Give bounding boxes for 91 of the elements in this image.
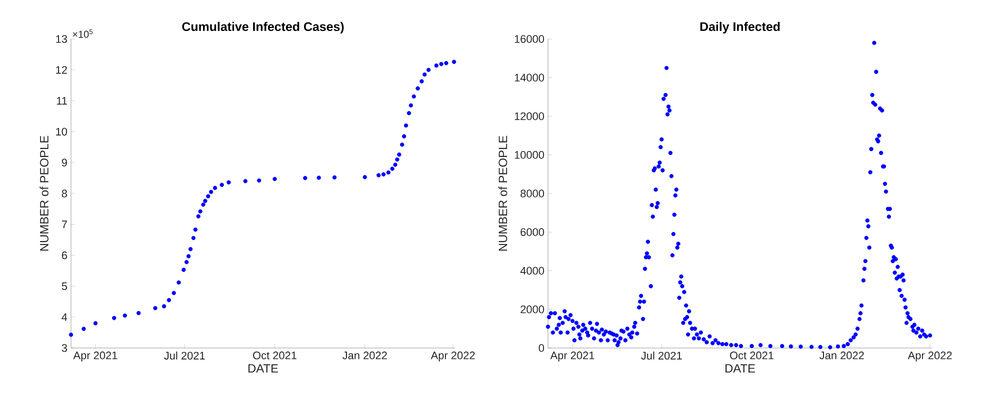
point <box>422 72 427 77</box>
point <box>406 111 412 116</box>
point <box>166 298 172 302</box>
point <box>201 202 206 207</box>
text: ×10$^{5}$ <box>72 29 93 38</box>
point <box>362 175 367 180</box>
point <box>203 198 208 204</box>
x-tick-label: Jan 2022 <box>820 352 864 360</box>
y-tick-label: 8000 <box>520 190 544 198</box>
point <box>256 178 262 183</box>
point <box>176 280 181 285</box>
point <box>381 172 386 176</box>
y-tick-label: 14000 <box>514 74 544 82</box>
y-tick-label: 2000 <box>520 306 544 314</box>
y-tick-label: 6 <box>62 251 67 260</box>
chart-title: Daily Infected <box>700 22 780 34</box>
point <box>153 306 158 310</box>
point <box>82 326 86 331</box>
x-tick-label: Apr 2021 <box>73 352 118 362</box>
y-tick-label: 9 <box>62 158 67 166</box>
point <box>112 316 116 320</box>
point <box>404 123 408 128</box>
y-tick-label: 5 <box>62 282 68 290</box>
point <box>416 86 420 91</box>
y-tick-label: 13 <box>56 35 67 43</box>
point <box>122 313 127 318</box>
y-tick-label: 7 <box>62 220 67 228</box>
x-tick-label: Jan 2022 <box>342 352 387 360</box>
x-axis-title: DATE <box>248 364 278 373</box>
point <box>212 186 218 190</box>
y-tick-label: 12 <box>56 66 67 74</box>
point <box>184 260 189 264</box>
point <box>182 268 186 272</box>
point <box>243 179 248 184</box>
x-tick-label: Jul 2021 <box>164 352 205 360</box>
point <box>395 157 400 162</box>
point <box>452 60 456 64</box>
y-tick-label: 6000 <box>520 228 544 236</box>
x-tick-label: Apr 2022 <box>908 352 952 362</box>
x-tick-label: Apr 2021 <box>550 352 594 362</box>
point <box>412 94 416 99</box>
point <box>303 176 308 180</box>
y-tick-label: 10000 <box>514 151 544 159</box>
y-tick-label: 4000 <box>520 266 544 275</box>
point <box>172 290 176 296</box>
point <box>68 332 74 337</box>
point <box>400 142 404 147</box>
point <box>376 173 381 178</box>
point <box>272 176 277 182</box>
point <box>434 63 438 68</box>
y-axis-title: NUMBER of PEOPLE <box>40 136 48 251</box>
point <box>206 194 210 198</box>
point <box>136 310 141 316</box>
x-tick-label: Oct 2021 <box>730 352 774 360</box>
x-tick-label: Jul 2021 <box>641 352 682 360</box>
y-tick-label: 11 <box>56 97 67 105</box>
x-axis-title: DATE <box>725 364 755 373</box>
y-tick-label: 3 <box>62 344 67 352</box>
y-tick-label: 12000 <box>514 112 544 120</box>
point <box>386 170 390 175</box>
point <box>186 254 191 258</box>
point <box>196 214 200 218</box>
x-tick-label: Apr 2022 <box>430 352 475 362</box>
point <box>390 166 394 171</box>
chart-title: Cumulative Infected Cases) <box>182 22 344 34</box>
point <box>188 247 193 252</box>
y-tick-label: 10 <box>56 128 68 136</box>
point <box>439 62 444 66</box>
point <box>402 134 406 138</box>
y-tick-label: 8 <box>62 190 67 198</box>
point <box>226 180 231 184</box>
point <box>93 321 98 326</box>
y-tick-label: 4 <box>62 313 68 321</box>
point <box>332 175 337 180</box>
y-tick-label: 16000 <box>514 35 544 43</box>
point <box>426 68 431 72</box>
point <box>208 190 214 194</box>
point <box>193 228 198 232</box>
point <box>420 79 424 84</box>
y-axis-title: NUMBER of PEOPLE <box>498 136 508 251</box>
point <box>397 152 402 157</box>
x-tick-label: Oct 2021 <box>253 352 296 360</box>
point <box>191 236 196 240</box>
point <box>393 162 398 167</box>
point <box>162 304 166 308</box>
point <box>316 176 321 180</box>
y-tick-label: 0 <box>538 344 544 352</box>
point <box>198 209 202 214</box>
point <box>220 182 224 187</box>
point <box>408 103 414 108</box>
point <box>444 61 448 66</box>
